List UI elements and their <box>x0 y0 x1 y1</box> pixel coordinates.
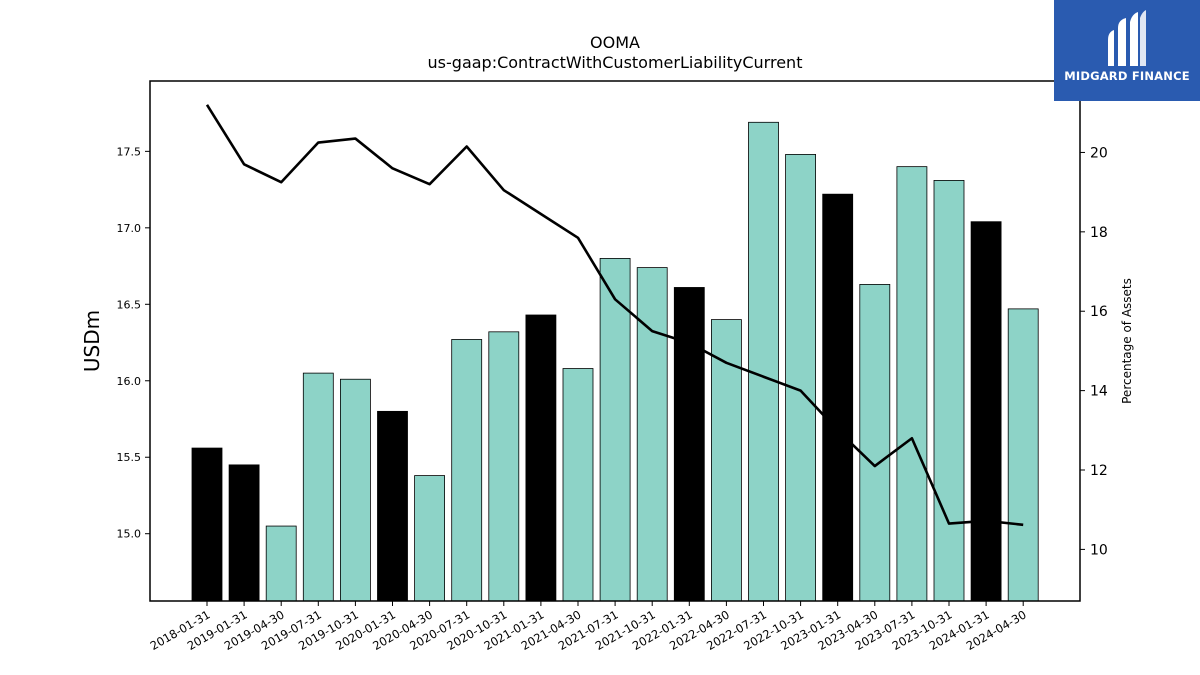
line-group <box>205 104 1024 527</box>
chart-subtitle: us-gaap:ContractWithCustomerLiabilityCur… <box>428 53 803 72</box>
y2-tick-label: 10 <box>1090 542 1108 558</box>
bar-2019-10-31 <box>339 378 371 602</box>
bar-2021-07-31 <box>599 258 631 602</box>
x-axis: 2018-01-312019-01-312019-04-302019-07-31… <box>148 601 1029 653</box>
y2-tick-label: 14 <box>1090 384 1108 400</box>
bar-2023-01-31 <box>822 193 854 602</box>
bar-2024-04-30 <box>1007 308 1039 602</box>
bar-2020-01-31 <box>377 410 408 602</box>
y-tick-label: 16.5 <box>117 298 142 311</box>
y-tick-label: 15.0 <box>117 528 142 541</box>
bar-2021-10-31 <box>636 267 668 602</box>
bar-2024-01-31 <box>970 221 1002 602</box>
bar-2019-07-31 <box>302 372 334 602</box>
bar-2019-01-31 <box>228 464 260 602</box>
y-axis-left: 15.0 15.5 16.0 16.5 17.0 17.5 <box>117 145 150 541</box>
y2-tick-label: 12 <box>1090 463 1108 479</box>
bar-2019-04-30 <box>265 525 297 602</box>
bar-2022-10-31 <box>785 154 816 602</box>
midgard-finance-logo: MIDGARD FINANCE <box>1054 0 1200 101</box>
chart-title: OOMA <box>590 33 640 52</box>
bar-2020-10-31 <box>488 331 520 602</box>
y-tick-label: 16.0 <box>117 375 142 388</box>
bar-2021-01-31 <box>525 314 557 602</box>
bar-2018-01-31 <box>191 447 223 602</box>
y-axis-label: USDm <box>80 310 104 372</box>
bar-2022-01-31 <box>673 287 705 602</box>
bar-2023-04-30 <box>859 284 891 602</box>
bar-2023-07-31 <box>896 166 928 602</box>
y2-tick-label: 18 <box>1090 225 1108 241</box>
bar-2021-04-30 <box>562 368 594 602</box>
bar-2022-07-31 <box>748 121 779 602</box>
midgard-logo-icon <box>1108 10 1146 66</box>
bars-group <box>191 121 1039 602</box>
logo-text: MIDGARD FINANCE <box>1064 69 1190 83</box>
bar-2020-04-30 <box>414 475 446 602</box>
bar-2020-07-31 <box>451 339 483 602</box>
y-tick-label: 17.5 <box>117 145 142 158</box>
y-tick-label: 15.5 <box>117 451 142 464</box>
y2-tick-label: 20 <box>1090 145 1108 161</box>
y2-axis-label: Percentage of Assets <box>1120 278 1134 404</box>
y-axis-right: 10 12 14 16 18 20 <box>1080 145 1108 558</box>
y-tick-label: 17.0 <box>117 222 142 235</box>
y2-tick-label: 16 <box>1090 304 1108 320</box>
bar-2023-10-31 <box>933 180 965 602</box>
percentage-line <box>205 104 1024 527</box>
